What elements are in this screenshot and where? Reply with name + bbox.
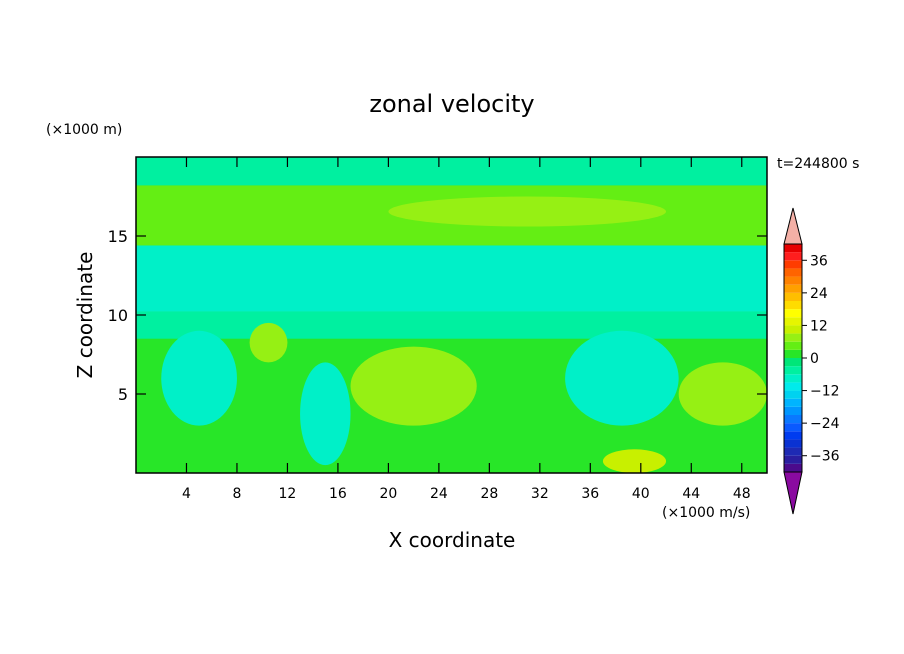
x-tick-label: 44	[682, 486, 700, 502]
field-patch	[249, 322, 288, 363]
colorbar-tick-label: −24	[810, 416, 840, 432]
colorbar-over-arrow	[783, 207, 803, 245]
field-patch	[350, 346, 477, 426]
colorbar-swatch	[784, 244, 802, 253]
colorbar-swatch	[784, 358, 802, 367]
colorbar-tick-label: 0	[810, 351, 819, 367]
field-band	[136, 245, 767, 312]
colorbar-tick-label: 12	[810, 318, 828, 334]
colorbar-swatch	[784, 439, 802, 448]
x-tick-label: 32	[531, 486, 549, 502]
x-axis-ticks: 4 8 12 16 20 24 28 32 36 40 44 48	[182, 157, 751, 502]
x-tick-label: 8	[232, 486, 241, 502]
colorbar-swatch	[784, 292, 802, 301]
colorbar-swatch	[784, 382, 802, 391]
colorbar-swatch	[784, 398, 802, 407]
x-tick-label: 20	[379, 486, 397, 502]
x-tick-label: 24	[430, 486, 448, 502]
colorbar-swatch	[784, 374, 802, 383]
colorbar: 36 24 12 0 −12 −24 −36	[783, 207, 840, 515]
colorbar-swatch	[784, 423, 802, 432]
colorbar-swatch	[784, 390, 802, 399]
x-tick-label: 12	[279, 486, 297, 502]
colorbar-swatch	[784, 260, 802, 269]
x-tick-label: 40	[632, 486, 650, 502]
colorbar-swatch	[784, 309, 802, 318]
colorbar-swatch	[784, 463, 802, 472]
colorbar-tick-label: 24	[810, 286, 828, 302]
y-axis-ticks: 5 10 15	[108, 227, 767, 404]
time-label: t=244800 s	[777, 156, 859, 172]
colorbar-swatch	[784, 317, 802, 326]
colorbar-swatch	[784, 406, 802, 415]
x-tick-label: 16	[329, 486, 347, 502]
field-patch	[565, 330, 679, 426]
colorbar-swatch	[784, 301, 802, 310]
colorbar-under-arrow	[783, 471, 803, 515]
field-patch	[678, 362, 767, 426]
field-patch	[161, 330, 237, 426]
colorbar-swatch	[784, 415, 802, 424]
colorbar-swatch	[784, 349, 802, 358]
colorbar-swatch	[784, 284, 802, 293]
y-axis-label: Z coordinate	[73, 252, 97, 379]
colorbar-swatch	[784, 325, 802, 334]
field-patch	[602, 449, 667, 473]
colorbar-swatch	[784, 431, 802, 440]
x-tick-label: 36	[581, 486, 599, 502]
colorbar-swatch	[784, 252, 802, 261]
colorbar-swatch	[784, 276, 802, 285]
field-patch	[388, 196, 667, 227]
x-tick-label: 28	[480, 486, 498, 502]
colorbar-swatch	[784, 455, 802, 464]
colorbar-swatch	[784, 268, 802, 277]
field-patch	[300, 362, 351, 466]
x-axis-label: X coordinate	[389, 528, 516, 552]
colorbar-tick-label: 36	[810, 253, 828, 269]
colorbar-swatch	[784, 366, 802, 375]
colorbar-tick-label: −12	[810, 384, 840, 400]
y-tick-label: 10	[108, 306, 128, 325]
field-band	[136, 311, 767, 339]
colorbar-swatch	[784, 447, 802, 456]
x-tick-label: 4	[182, 486, 191, 502]
colorbar-unit-label: (×1000 m/s)	[662, 505, 750, 521]
colorbar-tick-label: −36	[810, 449, 840, 465]
chart-title: zonal velocity	[369, 90, 534, 118]
x-unit-label: (×1000 m)	[46, 122, 122, 138]
field-band	[136, 157, 767, 186]
contour-field	[136, 157, 767, 473]
colorbar-swatch	[784, 333, 802, 342]
colorbar-swatch	[784, 341, 802, 350]
y-tick-label: 15	[108, 227, 128, 246]
y-tick-label: 5	[118, 385, 128, 404]
x-tick-label: 48	[733, 486, 751, 502]
